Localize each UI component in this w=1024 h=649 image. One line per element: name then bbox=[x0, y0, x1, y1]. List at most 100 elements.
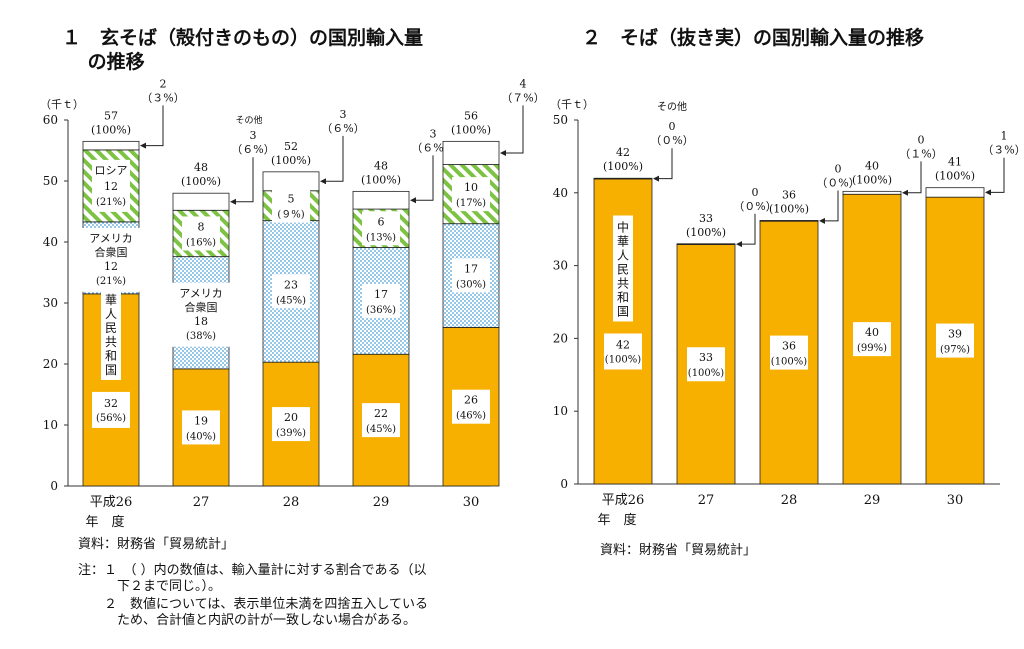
bar-share-label: (39%) bbox=[276, 428, 306, 439]
bar-value-label: 19 bbox=[194, 414, 208, 427]
label-box bbox=[101, 273, 121, 380]
bar-value-label: 39 bbox=[948, 328, 962, 341]
series-name-label: 人 bbox=[617, 248, 629, 262]
bar-other bbox=[593, 177, 653, 180]
y-tick-label: 50 bbox=[43, 174, 58, 188]
y-tick-label: 20 bbox=[553, 331, 568, 345]
series-name-label: 共 bbox=[617, 276, 629, 290]
bar-value-label: 8 bbox=[198, 220, 205, 233]
bar-total-share: (100%) bbox=[181, 175, 221, 188]
other-share-label: （６%） bbox=[231, 143, 274, 156]
series-name-label: 共 bbox=[105, 335, 117, 349]
series-name-label: 国 bbox=[617, 304, 629, 318]
bar-value-label: 12 bbox=[104, 260, 118, 273]
label-box bbox=[362, 283, 400, 318]
bar-total-label: 48 bbox=[194, 161, 208, 174]
chart1-note-1: 注：１ （ ）内の数値は、輸入量計に対する割合である（以 下２まで同じ。）。 bbox=[78, 563, 427, 594]
x-tick-label: 30 bbox=[463, 495, 480, 510]
label-box bbox=[687, 347, 725, 382]
chart2: 01020304050（千ｔ）中華人民共和国42(100%)42(100%)その… bbox=[550, 98, 1024, 528]
bar-value-label: 17 bbox=[464, 263, 478, 276]
bar-value-label: 6 bbox=[378, 215, 385, 228]
callout-line bbox=[234, 157, 254, 203]
bar-total-label: 42 bbox=[616, 146, 630, 159]
callout-line bbox=[823, 190, 839, 222]
other-value-label: 3 bbox=[250, 129, 257, 142]
x-tick-label: 27 bbox=[698, 493, 715, 508]
bar-share-label: (30%) bbox=[456, 280, 486, 291]
chart1-title-line1: １ 玄そば（殻付きのもの）の国別輸入量 bbox=[62, 27, 424, 49]
callout-arrow bbox=[410, 197, 416, 204]
series-name-label: アメリカ bbox=[89, 232, 132, 245]
bar-share-label: (100%) bbox=[771, 357, 807, 368]
bar-value-label: 10 bbox=[464, 181, 478, 194]
other-share-label: （０%） bbox=[650, 134, 693, 147]
series-name-label: 民 bbox=[105, 321, 117, 335]
other-share-label: （７%） bbox=[501, 91, 544, 104]
bar-share-label: (97%) bbox=[940, 345, 970, 356]
bar-value-label: 32 bbox=[104, 397, 118, 410]
chart1-source: 資料：財務省「貿易統計」 bbox=[78, 537, 235, 552]
other-value-label: 3 bbox=[430, 127, 437, 140]
bar-other bbox=[759, 220, 819, 222]
series-name-label: 中 bbox=[617, 219, 629, 234]
callout-arrow bbox=[320, 178, 326, 185]
y-tick-label: 0 bbox=[50, 479, 58, 493]
other-value-label: 4 bbox=[520, 77, 527, 90]
x-tick-label: 30 bbox=[947, 493, 964, 508]
series-name-label: 合衆国 bbox=[185, 300, 218, 314]
y-tick-label: 10 bbox=[43, 418, 58, 432]
bar-total-share: (100%) bbox=[451, 123, 491, 136]
callout-arrow bbox=[985, 189, 991, 196]
label-box bbox=[272, 274, 310, 309]
series-name-label: その他 bbox=[657, 100, 687, 113]
x-tick-sublabel: 年 度 bbox=[597, 512, 636, 528]
chart2-title: ２ そば（抜き実）の国別輸入量の推移 bbox=[582, 27, 925, 49]
bar-share-label: (９%) bbox=[277, 210, 304, 221]
bar-total-label: 57 bbox=[104, 109, 118, 122]
bar-other bbox=[172, 192, 230, 211]
bar-value-label: 5 bbox=[288, 193, 295, 206]
series-name-label: アメリカ bbox=[179, 287, 222, 300]
callout-arrow bbox=[736, 241, 742, 248]
bar-share-label: (45%) bbox=[366, 424, 396, 435]
other-value-label: 2 bbox=[160, 77, 167, 90]
callout-line bbox=[740, 213, 756, 245]
label-box bbox=[182, 410, 220, 445]
x-tick-label: 29 bbox=[373, 495, 390, 510]
bar-value-label: 22 bbox=[374, 407, 388, 420]
bar-share-label: (17%) bbox=[456, 198, 486, 209]
other-value-label: 0 bbox=[752, 186, 759, 199]
callout-arrow bbox=[819, 217, 825, 224]
series-name-label: 和 bbox=[617, 290, 629, 304]
label-box bbox=[452, 389, 490, 424]
series-name-label: 国 bbox=[105, 363, 117, 377]
bar-other bbox=[352, 190, 410, 210]
bar-value-label: 33 bbox=[699, 351, 713, 364]
bar-total-share: (100%) bbox=[935, 170, 975, 183]
label-box bbox=[182, 216, 220, 251]
bar-total-label: 33 bbox=[699, 212, 713, 225]
bar-other bbox=[842, 190, 902, 195]
x-tick-label: 27 bbox=[193, 495, 210, 510]
callout-line bbox=[504, 105, 524, 154]
y-tick-label: 40 bbox=[43, 235, 58, 249]
bar-share-label: (40%) bbox=[186, 431, 216, 442]
x-tick-label: 平成26 bbox=[90, 495, 133, 510]
bar-value-label: 40 bbox=[865, 326, 879, 339]
series-name-label: 華 bbox=[105, 293, 117, 307]
y-tick-label: 60 bbox=[43, 113, 58, 127]
label-box bbox=[613, 215, 633, 322]
callout-arrow bbox=[500, 149, 506, 156]
other-value-label: 0 bbox=[835, 162, 842, 175]
label-box bbox=[272, 188, 310, 223]
bar-total-share: (100%) bbox=[852, 173, 892, 186]
chart1: 0102030405060（千ｔ）中華人民共和国32(56%)アメリカ合衆国12… bbox=[40, 77, 545, 530]
y-tick-label: 30 bbox=[553, 259, 568, 273]
bar-total-share: (100%) bbox=[686, 226, 726, 239]
other-share-label: （３%） bbox=[141, 91, 184, 104]
other-share-label: （３%） bbox=[982, 144, 1024, 157]
bar-share-label: (13%) bbox=[366, 232, 396, 243]
label-box bbox=[770, 335, 808, 370]
bar-share-label: (46%) bbox=[456, 411, 486, 422]
